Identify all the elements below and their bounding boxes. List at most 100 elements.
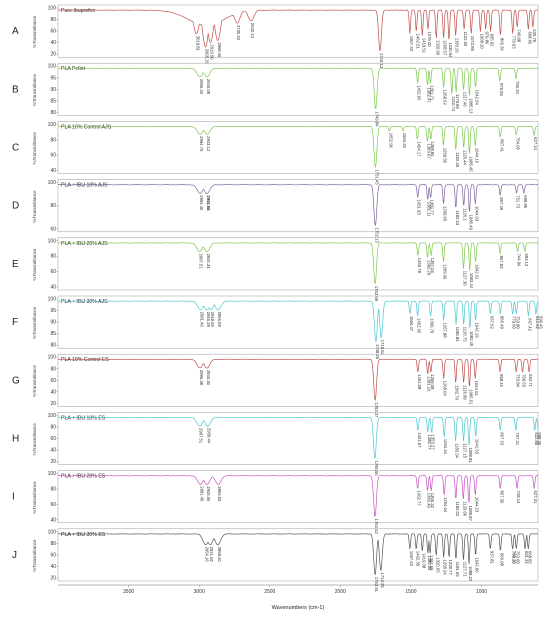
y-tick-label: 80 <box>50 487 56 493</box>
peak-label: 1507.62 <box>409 551 414 567</box>
peak-label: 2868.40 <box>217 547 222 563</box>
peak-label: 2944.68 <box>206 195 211 211</box>
peak-label: 1180.84 <box>455 327 460 342</box>
y-tick-label: 40 <box>50 40 56 46</box>
peak-label: 3019.81 <box>195 36 200 52</box>
y-tick-label: 100 <box>48 238 57 244</box>
peak-label: 1356.32 <box>430 493 435 509</box>
y-tick-label: 85 <box>50 98 56 104</box>
peak-label: 1041.53 <box>475 439 480 455</box>
peak-label: 1450.78 <box>417 258 422 274</box>
y-tick-label: 100 <box>48 180 57 186</box>
peak-label: 691.24 <box>524 551 529 564</box>
peak-label: 2946.29 <box>206 312 211 328</box>
peak-label: 1360.79 <box>430 318 435 334</box>
peak-label: 1381.16 <box>427 376 432 392</box>
series-name: PLA + IBU 20% ES <box>61 474 106 480</box>
x-tick-label: 3500 <box>123 589 134 595</box>
peak-label: 1353.27 <box>431 435 436 451</box>
peak-label: 635.79 <box>532 29 537 42</box>
y-tick-label: 60 <box>50 502 56 508</box>
y-tick-label: 60 <box>50 436 56 442</box>
peak-label: 1264.64 <box>443 497 448 513</box>
peak-label: 627.31 <box>533 491 538 504</box>
x-tick-label: 2000 <box>335 589 346 595</box>
peak-label: 1210.74 <box>451 96 456 112</box>
y-tick-label: 60 <box>50 226 56 232</box>
peak-label: 1089.87 <box>468 506 473 522</box>
panel-letter: F <box>12 317 18 328</box>
spectrum-line <box>57 358 539 402</box>
y-tick-label: 95 <box>50 75 56 81</box>
peak-label: 693.13 <box>524 253 529 266</box>
y-tick-label: 80 <box>50 424 56 430</box>
peak-label: 2991.40 <box>199 486 204 502</box>
panel-letter: G <box>12 375 20 386</box>
y-tick-label: 100 <box>48 529 57 535</box>
peak-label: 590.45 <box>538 316 543 329</box>
peak-label: 1713.25 <box>380 573 385 589</box>
series-name: PLA + IBU 10% ES <box>61 415 106 421</box>
spectrum-line <box>57 126 539 168</box>
peak-label: 2918.05 <box>210 312 215 328</box>
peak-label: 1044.23 <box>474 497 479 513</box>
peak-label: 1360.77 <box>430 200 435 216</box>
peak-label: 2632.13 <box>250 23 255 39</box>
peak-label: 1085.49 <box>468 215 473 231</box>
peak-label: 1085.51 <box>468 389 473 405</box>
peak-label: 1127.71 <box>463 562 468 577</box>
peak-label: 1126.44 <box>463 150 468 165</box>
y-axis-label: %Transmittance <box>32 481 37 514</box>
spectrum-line <box>57 300 539 343</box>
series-name: PLA 10% Control ES <box>61 357 109 363</box>
peak-label: 709.63 <box>522 374 527 387</box>
peak-label: 1183.26 <box>455 38 460 53</box>
peak-label: 2991.40 <box>199 312 204 328</box>
series-name: PLA + IBU 30% AJS <box>61 299 108 305</box>
peak-label: 1122.93 <box>463 31 468 46</box>
peak-label: 614.62 <box>535 316 540 329</box>
y-tick-label: 80 <box>50 366 56 372</box>
spectrum-line <box>57 67 539 110</box>
y-tick-label: 60 <box>50 29 56 35</box>
y-tick-label: 100 <box>48 64 57 70</box>
peak-label: 1755.56 <box>374 460 379 476</box>
y-tick-label: 40 <box>50 564 56 570</box>
peak-label: 1382.29 <box>427 260 432 276</box>
peak-label: 1088.81 <box>468 447 473 463</box>
peak-label: 1380.77 <box>427 435 432 451</box>
y-tick-label: 100 <box>48 297 57 303</box>
panel-letter: E <box>12 259 19 270</box>
series-name: Pure Ibuprofen <box>61 8 95 14</box>
panel-frame <box>57 121 539 174</box>
peak-label: 1072.85 <box>470 36 475 52</box>
peak-label: 1085.45 <box>468 156 473 172</box>
spectrum-panel: B PLA Pellet %Transmittance 100 95 90 85 80 2995… <box>12 62 539 127</box>
spectrum-panel: D PLA + IBU 10% AJS %Transmittance 100 80 60 2… <box>12 179 539 244</box>
panel-letter: J <box>12 550 17 561</box>
peak-label: 2997.51 <box>199 253 204 269</box>
peak-label: 867.49 <box>499 197 504 210</box>
y-tick-label: 80 <box>50 343 56 349</box>
y-tick-label: 40 <box>50 389 56 395</box>
peak-label: 866.36 <box>499 38 504 51</box>
peak-label: 1752.13 <box>374 228 379 244</box>
peak-label: 1383.07 <box>426 144 431 160</box>
peak-label: 1088.22 <box>468 566 473 582</box>
x-tick-label: 1000 <box>476 589 487 595</box>
peak-label: 1127.46 <box>463 92 468 107</box>
peak-label: 751.73 <box>516 195 521 208</box>
peak-label: 1753.61 <box>374 577 379 593</box>
spectrum-line <box>57 9 539 51</box>
y-tick-label: 60 <box>50 269 56 275</box>
peak-label: 2866.09 <box>217 312 222 328</box>
peak-label: 1652.96 <box>388 133 393 149</box>
peak-label: 1179.86 <box>455 94 460 109</box>
peak-label: 1753.37 <box>374 402 379 418</box>
peak-label: 1320.60 <box>435 40 440 56</box>
y-axis-label: %Transmittance <box>32 190 37 223</box>
peak-label: 2946.03 <box>206 195 211 211</box>
peak-label: 779.03 <box>512 36 517 49</box>
y-tick-label: 80 <box>50 137 56 143</box>
